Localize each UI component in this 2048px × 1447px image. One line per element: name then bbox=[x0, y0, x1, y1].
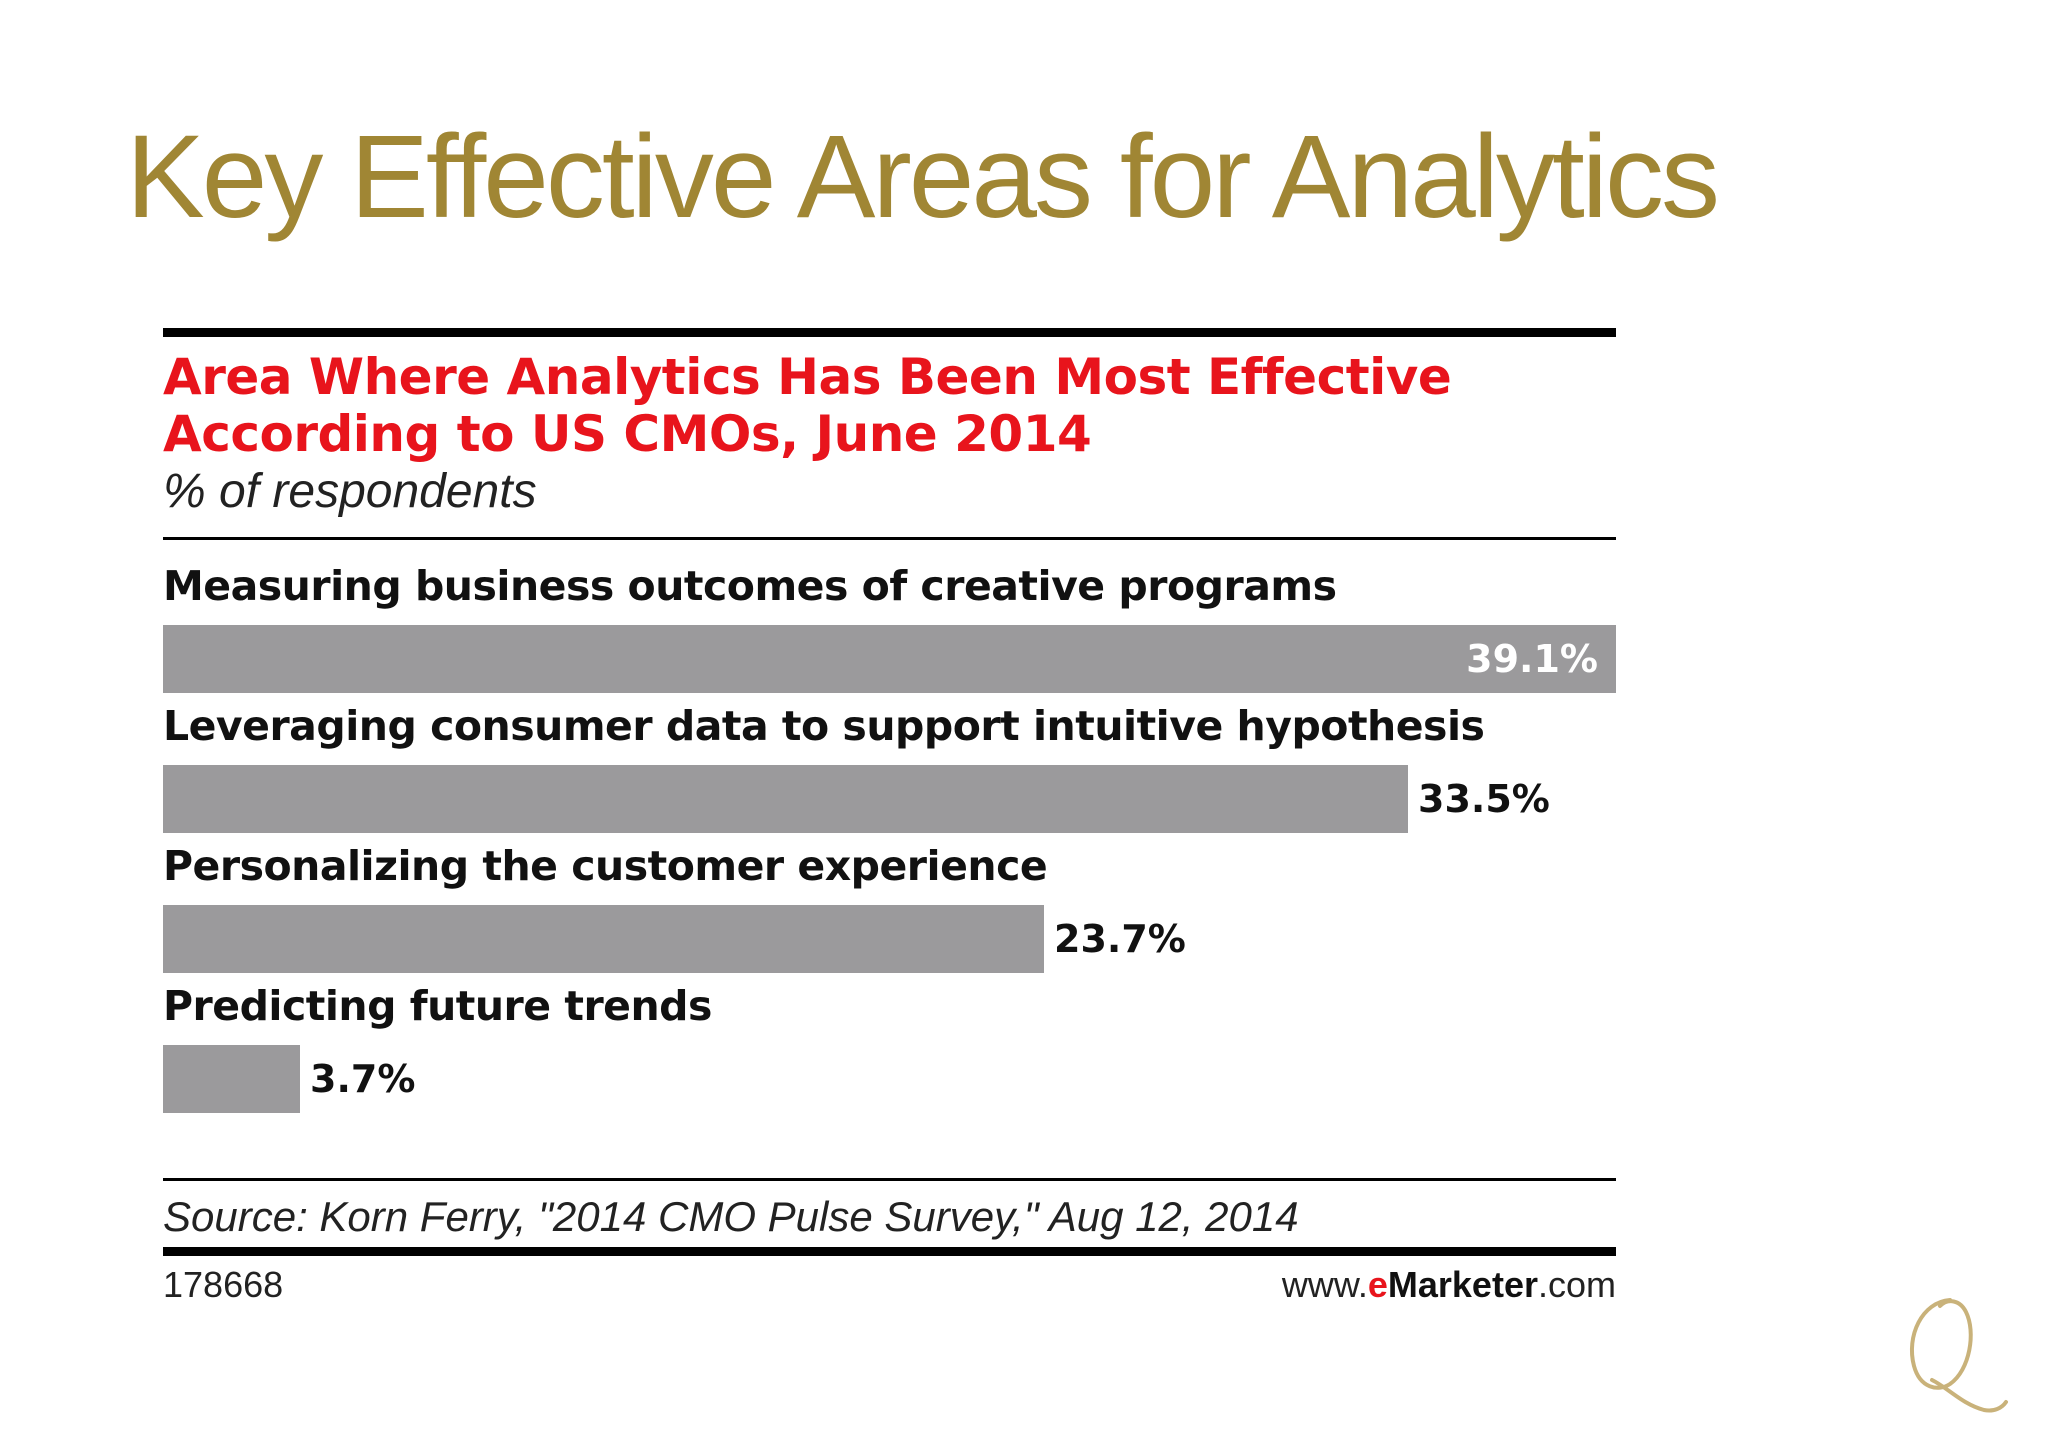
bar-value-label: 33.5% bbox=[1418, 777, 1550, 821]
script-q-logo-icon bbox=[1909, 1298, 2008, 1413]
bottom-rule bbox=[163, 1247, 1616, 1256]
chart-title-line-1: Area Where Analytics Has Been Most Effec… bbox=[163, 348, 1452, 406]
bar bbox=[163, 905, 1044, 973]
bar-label: Personalizing the customer experience bbox=[163, 842, 1048, 890]
source-rule bbox=[163, 1178, 1616, 1181]
top-rule bbox=[163, 328, 1616, 337]
bar-label: Measuring business outcomes of creative … bbox=[163, 562, 1337, 610]
brand-suffix: .com bbox=[1537, 1264, 1616, 1305]
bar bbox=[163, 1045, 300, 1113]
slide-title: Key Effective Areas for Analytics bbox=[126, 111, 1720, 243]
source-note: Source: Korn Ferry, "2014 CMO Pulse Surv… bbox=[163, 1193, 1299, 1240]
bar-value-label: 3.7% bbox=[310, 1057, 416, 1101]
header-rule bbox=[163, 537, 1616, 540]
chart-title: Area Where Analytics Has Been Most Effec… bbox=[163, 349, 1616, 463]
bar-value-label: 23.7% bbox=[1054, 917, 1186, 961]
brand-prefix: www. bbox=[1281, 1264, 1368, 1305]
bar-label: Leveraging consumer data to support intu… bbox=[163, 702, 1485, 750]
brand-marketer: Marketer bbox=[1387, 1264, 1538, 1305]
bar-label: Predicting future trends bbox=[163, 982, 712, 1030]
brand-url[interactable]: www.eMarketer.com bbox=[1282, 1264, 1616, 1306]
chart-subtitle: % of respondents bbox=[163, 465, 537, 518]
chart-title-line-2: According to US CMOs, June 2014 bbox=[163, 405, 1092, 463]
chart-id: 178668 bbox=[163, 1264, 284, 1305]
bar-chart: Area Where Analytics Has Been Most Effec… bbox=[163, 328, 1616, 1306]
bar bbox=[163, 765, 1408, 833]
bars-area: Measuring business outcomes of creative … bbox=[163, 540, 1616, 1160]
brand-e: e bbox=[1367, 1264, 1388, 1305]
chart-footer: 178668 www.eMarketer.com bbox=[163, 1264, 1616, 1306]
bar bbox=[163, 625, 1616, 693]
bar-value-label: 39.1% bbox=[1466, 637, 1598, 681]
